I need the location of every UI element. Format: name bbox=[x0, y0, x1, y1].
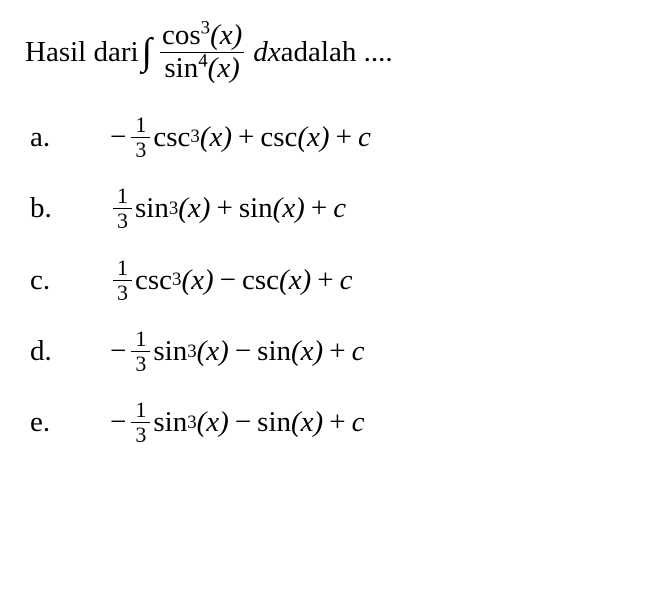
integral-expr: ∫ cos3(x) sin4(x) dx bbox=[139, 20, 281, 85]
option-c: c. 1 3 csc3(x) − csc(x) + c bbox=[30, 256, 624, 305]
dx: dx bbox=[253, 36, 280, 69]
coef-fraction: 1 3 bbox=[131, 327, 150, 376]
option-c-expr: 1 3 csc3(x) − csc(x) + c bbox=[110, 256, 352, 305]
question-line: Hasil dari ∫ cos3(x) sin4(x) dx adalah .… bbox=[25, 20, 624, 85]
coef-fraction: 1 3 bbox=[113, 184, 132, 233]
integral-symbol: ∫ bbox=[142, 30, 152, 74]
option-label: d. bbox=[30, 335, 110, 368]
options-list: a. − 1 3 csc3(x) + csc(x) + c b. 1 3 sin… bbox=[25, 113, 624, 448]
option-e-expr: − 1 3 sin3(x) − sin(x) + c bbox=[110, 398, 364, 447]
option-b-expr: 1 3 sin3(x) + sin(x) + c bbox=[110, 184, 346, 233]
option-a-expr: − 1 3 csc3(x) + csc(x) + c bbox=[110, 113, 371, 162]
option-e: e. − 1 3 sin3(x) − sin(x) + c bbox=[30, 398, 624, 447]
fraction-denominator: sin4(x) bbox=[160, 52, 243, 85]
coef-fraction: 1 3 bbox=[113, 256, 132, 305]
question-prefix: Hasil dari bbox=[25, 36, 139, 69]
option-d-expr: − 1 3 sin3(x) − sin(x) + c bbox=[110, 327, 364, 376]
option-label: e. bbox=[30, 406, 110, 439]
option-d: d. − 1 3 sin3(x) − sin(x) + c bbox=[30, 327, 624, 376]
option-label: c. bbox=[30, 264, 110, 297]
option-label: a. bbox=[30, 121, 110, 154]
coef-fraction: 1 3 bbox=[131, 113, 150, 162]
option-label: b. bbox=[30, 192, 110, 225]
integrand-fraction: cos3(x) sin4(x) bbox=[158, 20, 246, 85]
question-suffix: adalah .... bbox=[281, 36, 393, 69]
option-b: b. 1 3 sin3(x) + sin(x) + c bbox=[30, 184, 624, 233]
fraction-numerator: cos3(x) bbox=[158, 20, 246, 52]
coef-fraction: 1 3 bbox=[131, 398, 150, 447]
option-a: a. − 1 3 csc3(x) + csc(x) + c bbox=[30, 113, 624, 162]
